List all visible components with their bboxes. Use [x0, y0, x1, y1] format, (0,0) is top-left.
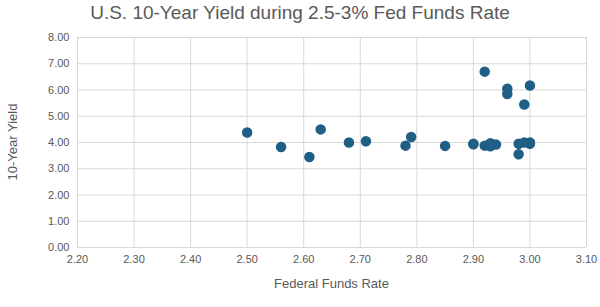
svg-text:3.00: 3.00: [48, 162, 69, 174]
svg-text:2.60: 2.60: [293, 253, 314, 265]
html-text:U.S. 10-Year Yield during 2.5-: U.S. 10-Year Yield during 2.5-3% Fed Fun…: [90, 2, 510, 23]
svg-text:3.00: 3.00: [519, 253, 540, 265]
svg-text:4.00: 4.00: [48, 136, 69, 148]
svg-text:6.00: 6.00: [48, 84, 69, 96]
svg-text:2.80: 2.80: [406, 253, 427, 265]
svg-text:7.00: 7.00: [48, 57, 69, 69]
svg-text:0.00: 0.00: [48, 241, 69, 253]
svg-text:1.00: 1.00: [48, 215, 69, 227]
svg-text:3.10: 3.10: [576, 253, 597, 265]
svg-text:2.20: 2.20: [67, 253, 88, 265]
svg-text:2.50: 2.50: [236, 253, 257, 265]
html-text:Federal Funds Rate: Federal Funds Rate: [274, 276, 389, 291]
svg-text:2.30: 2.30: [123, 253, 144, 265]
svg-text:2.90: 2.90: [463, 253, 484, 265]
svg-text:2.70: 2.70: [350, 253, 371, 265]
svg-text:5.00: 5.00: [48, 110, 69, 122]
svg-text:8.00: 8.00: [48, 31, 69, 43]
svg-text:2.00: 2.00: [48, 189, 69, 201]
svg-text:2.40: 2.40: [180, 253, 201, 265]
html-text:10-Year Yield: 10-Year Yield: [4, 103, 20, 181]
